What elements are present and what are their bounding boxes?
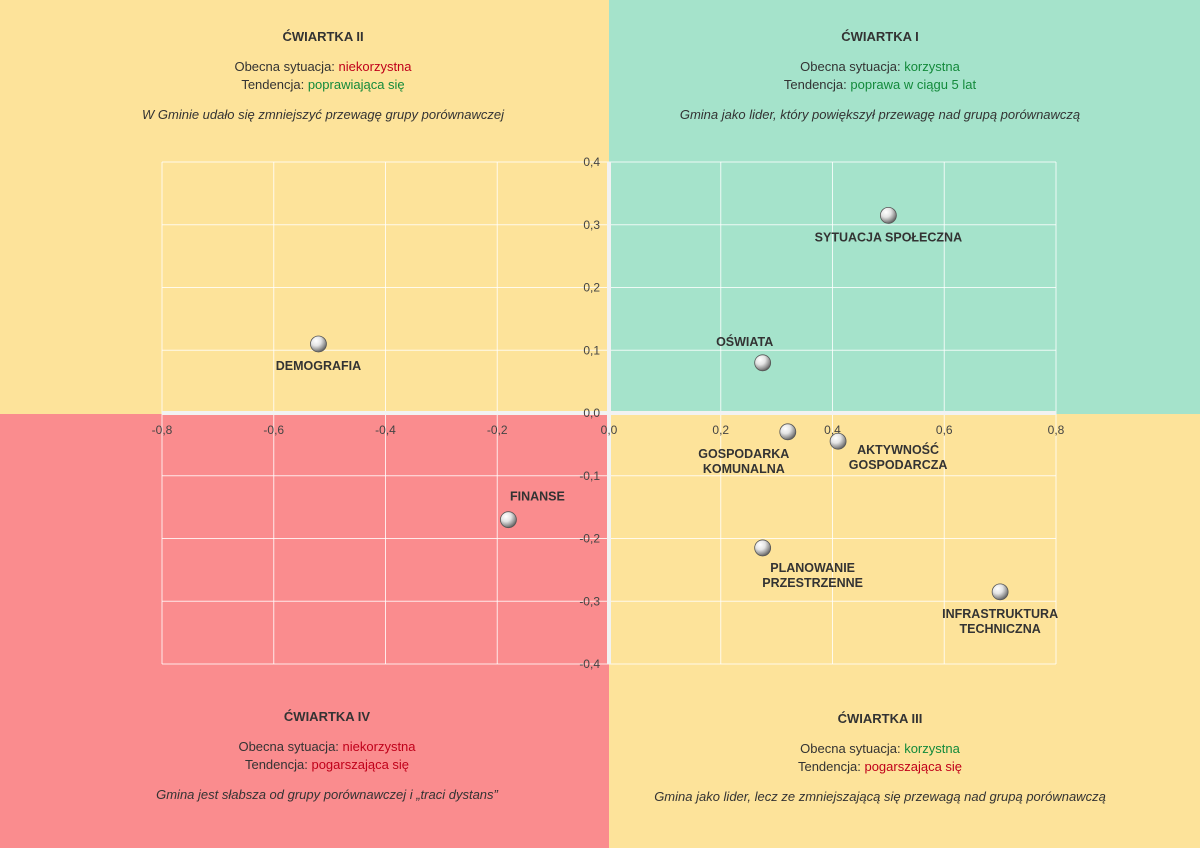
quadrant-iv-trend: Tendencja: pogarszająca się xyxy=(100,756,554,774)
x-tick-label: -0,4 xyxy=(375,423,396,437)
y-tick-label: 0,4 xyxy=(583,155,600,169)
trend-value: poprawiająca się xyxy=(307,77,405,92)
quadrant-i-trend: Tendencja: poprawa w ciągu 5 lat xyxy=(630,76,1130,94)
quadrant-ii-trend: Tendencja: poprawiająca się xyxy=(100,76,546,94)
point-label: PLANOWANIE xyxy=(770,561,855,575)
quadrant-iii-trend: Tendencja: pogarszająca się xyxy=(620,758,1140,776)
situation-value: niekorzystna xyxy=(342,739,416,754)
quadrant-i-text: ĆWIARTKA I Obecna sytuacja: korzystna Te… xyxy=(630,28,1130,124)
quadrant-iii-text: ĆWIARTKA III Obecna sytuacja: korzystna … xyxy=(620,710,1140,806)
x-tick-label: 0,0 xyxy=(601,423,618,437)
trend-label: Tendencja: xyxy=(783,77,851,92)
situation-label: Obecna sytuacja: xyxy=(800,741,905,756)
point-label: GOSPODARKA xyxy=(698,447,789,461)
situation-value: korzystna xyxy=(904,59,960,74)
quadrant-iv-description: Gmina jest słabsza od grupy porównawczej… xyxy=(156,787,498,802)
y-tick-label: -0,3 xyxy=(579,594,600,608)
quadrant-i-description: Gmina jako lider, który powiększył przew… xyxy=(679,107,1081,122)
trend-value: pogarszająca się xyxy=(311,757,410,772)
quadrant-iv-background xyxy=(0,414,609,848)
data-point xyxy=(500,511,517,529)
quadrant-iv-text: ĆWIARTKA IV Obecna sytuacja: niekorzystn… xyxy=(100,708,554,804)
data-point xyxy=(310,335,327,353)
point-label: KOMUNALNA xyxy=(703,462,785,476)
trend-value: poprawa w ciągu 5 lat xyxy=(850,77,977,92)
data-point xyxy=(754,539,772,557)
x-tick-label: -0,6 xyxy=(263,423,284,437)
quadrant-iii-situation: Obecna sytuacja: korzystna xyxy=(620,740,1140,758)
y-tick-label: -0,2 xyxy=(579,532,600,546)
quadrant-ii-situation: Obecna sytuacja: niekorzystna xyxy=(100,58,546,76)
x-tick-label: 0,2 xyxy=(712,423,729,437)
x-tick-label: -0,8 xyxy=(152,423,173,437)
data-point xyxy=(829,432,847,450)
trend-label: Tendencja: xyxy=(244,757,312,772)
situation-value: korzystna xyxy=(904,741,960,756)
x-tick-label: 0,6 xyxy=(936,423,953,437)
data-point xyxy=(754,354,772,372)
point-label: INFRASTRUKTURA xyxy=(942,607,1058,621)
x-tick-label: 0,8 xyxy=(1048,423,1065,437)
quadrant-i-title: ĆWIARTKA I xyxy=(841,29,919,44)
y-tick-label: 0,3 xyxy=(583,218,600,232)
y-tick-label: -0,4 xyxy=(579,657,600,671)
trend-label: Tendencja: xyxy=(797,759,865,774)
quadrant-ii-text: ĆWIARTKA II Obecna sytuacja: niekorzystn… xyxy=(100,28,546,124)
point-label: DEMOGRAFIA xyxy=(276,359,361,373)
data-point xyxy=(879,206,897,224)
quadrant-i-background xyxy=(609,0,1200,414)
point-label: AKTYWNOŚĆ xyxy=(857,442,939,457)
y-tick-label: 0,0 xyxy=(583,406,600,420)
point-label: FINANSE xyxy=(510,490,565,504)
point-label: OŚWIATA xyxy=(716,334,773,349)
point-label: TECHNICZNA xyxy=(960,622,1041,636)
data-points: SYTUACJA SPOŁECZNA OŚWIATA DEMOGRAFIA GOSPO… xyxy=(276,206,1058,636)
axes xyxy=(162,162,1056,664)
situation-value: niekorzystna xyxy=(338,59,412,74)
trend-value: pogarszająca się xyxy=(864,759,963,774)
point-label: PRZESTRZENNE xyxy=(762,576,863,590)
quadrant-i-situation: Obecna sytuacja: korzystna xyxy=(630,58,1130,76)
quadrant-ii-title: ĆWIARTKA II xyxy=(282,29,364,44)
x-tick-label: -0,2 xyxy=(487,423,508,437)
quadrant-iii-background xyxy=(609,414,1200,848)
point-label: GOSPODARCZA xyxy=(849,458,948,472)
situation-label: Obecna sytuacja: xyxy=(238,739,343,754)
quadrant-iii-description: Gmina jako lider, lecz ze zmniejszającą … xyxy=(654,789,1106,804)
quadrant-iii-title: ĆWIARTKA III xyxy=(837,711,923,726)
trend-label: Tendencja: xyxy=(241,77,308,92)
situation-label: Obecna sytuacja: xyxy=(234,59,339,74)
quadrant-iv-situation: Obecna sytuacja: niekorzystna xyxy=(100,738,554,756)
data-point xyxy=(779,423,797,441)
situation-label: Obecna sytuacja: xyxy=(800,59,905,74)
y-tick-label: 0,2 xyxy=(583,281,600,295)
data-point xyxy=(991,583,1009,601)
quadrant-ii-description: W Gminie udało się zmniejszyć przewagę g… xyxy=(142,107,504,122)
y-tick-label: -0,1 xyxy=(579,469,600,483)
quadrant-ii-background xyxy=(0,0,609,414)
y-tick-label: 0,1 xyxy=(583,343,600,357)
quadrant-iv-title: ĆWIARTKA IV xyxy=(283,709,371,724)
point-label: SYTUACJA SPOŁECZNA xyxy=(815,230,962,244)
